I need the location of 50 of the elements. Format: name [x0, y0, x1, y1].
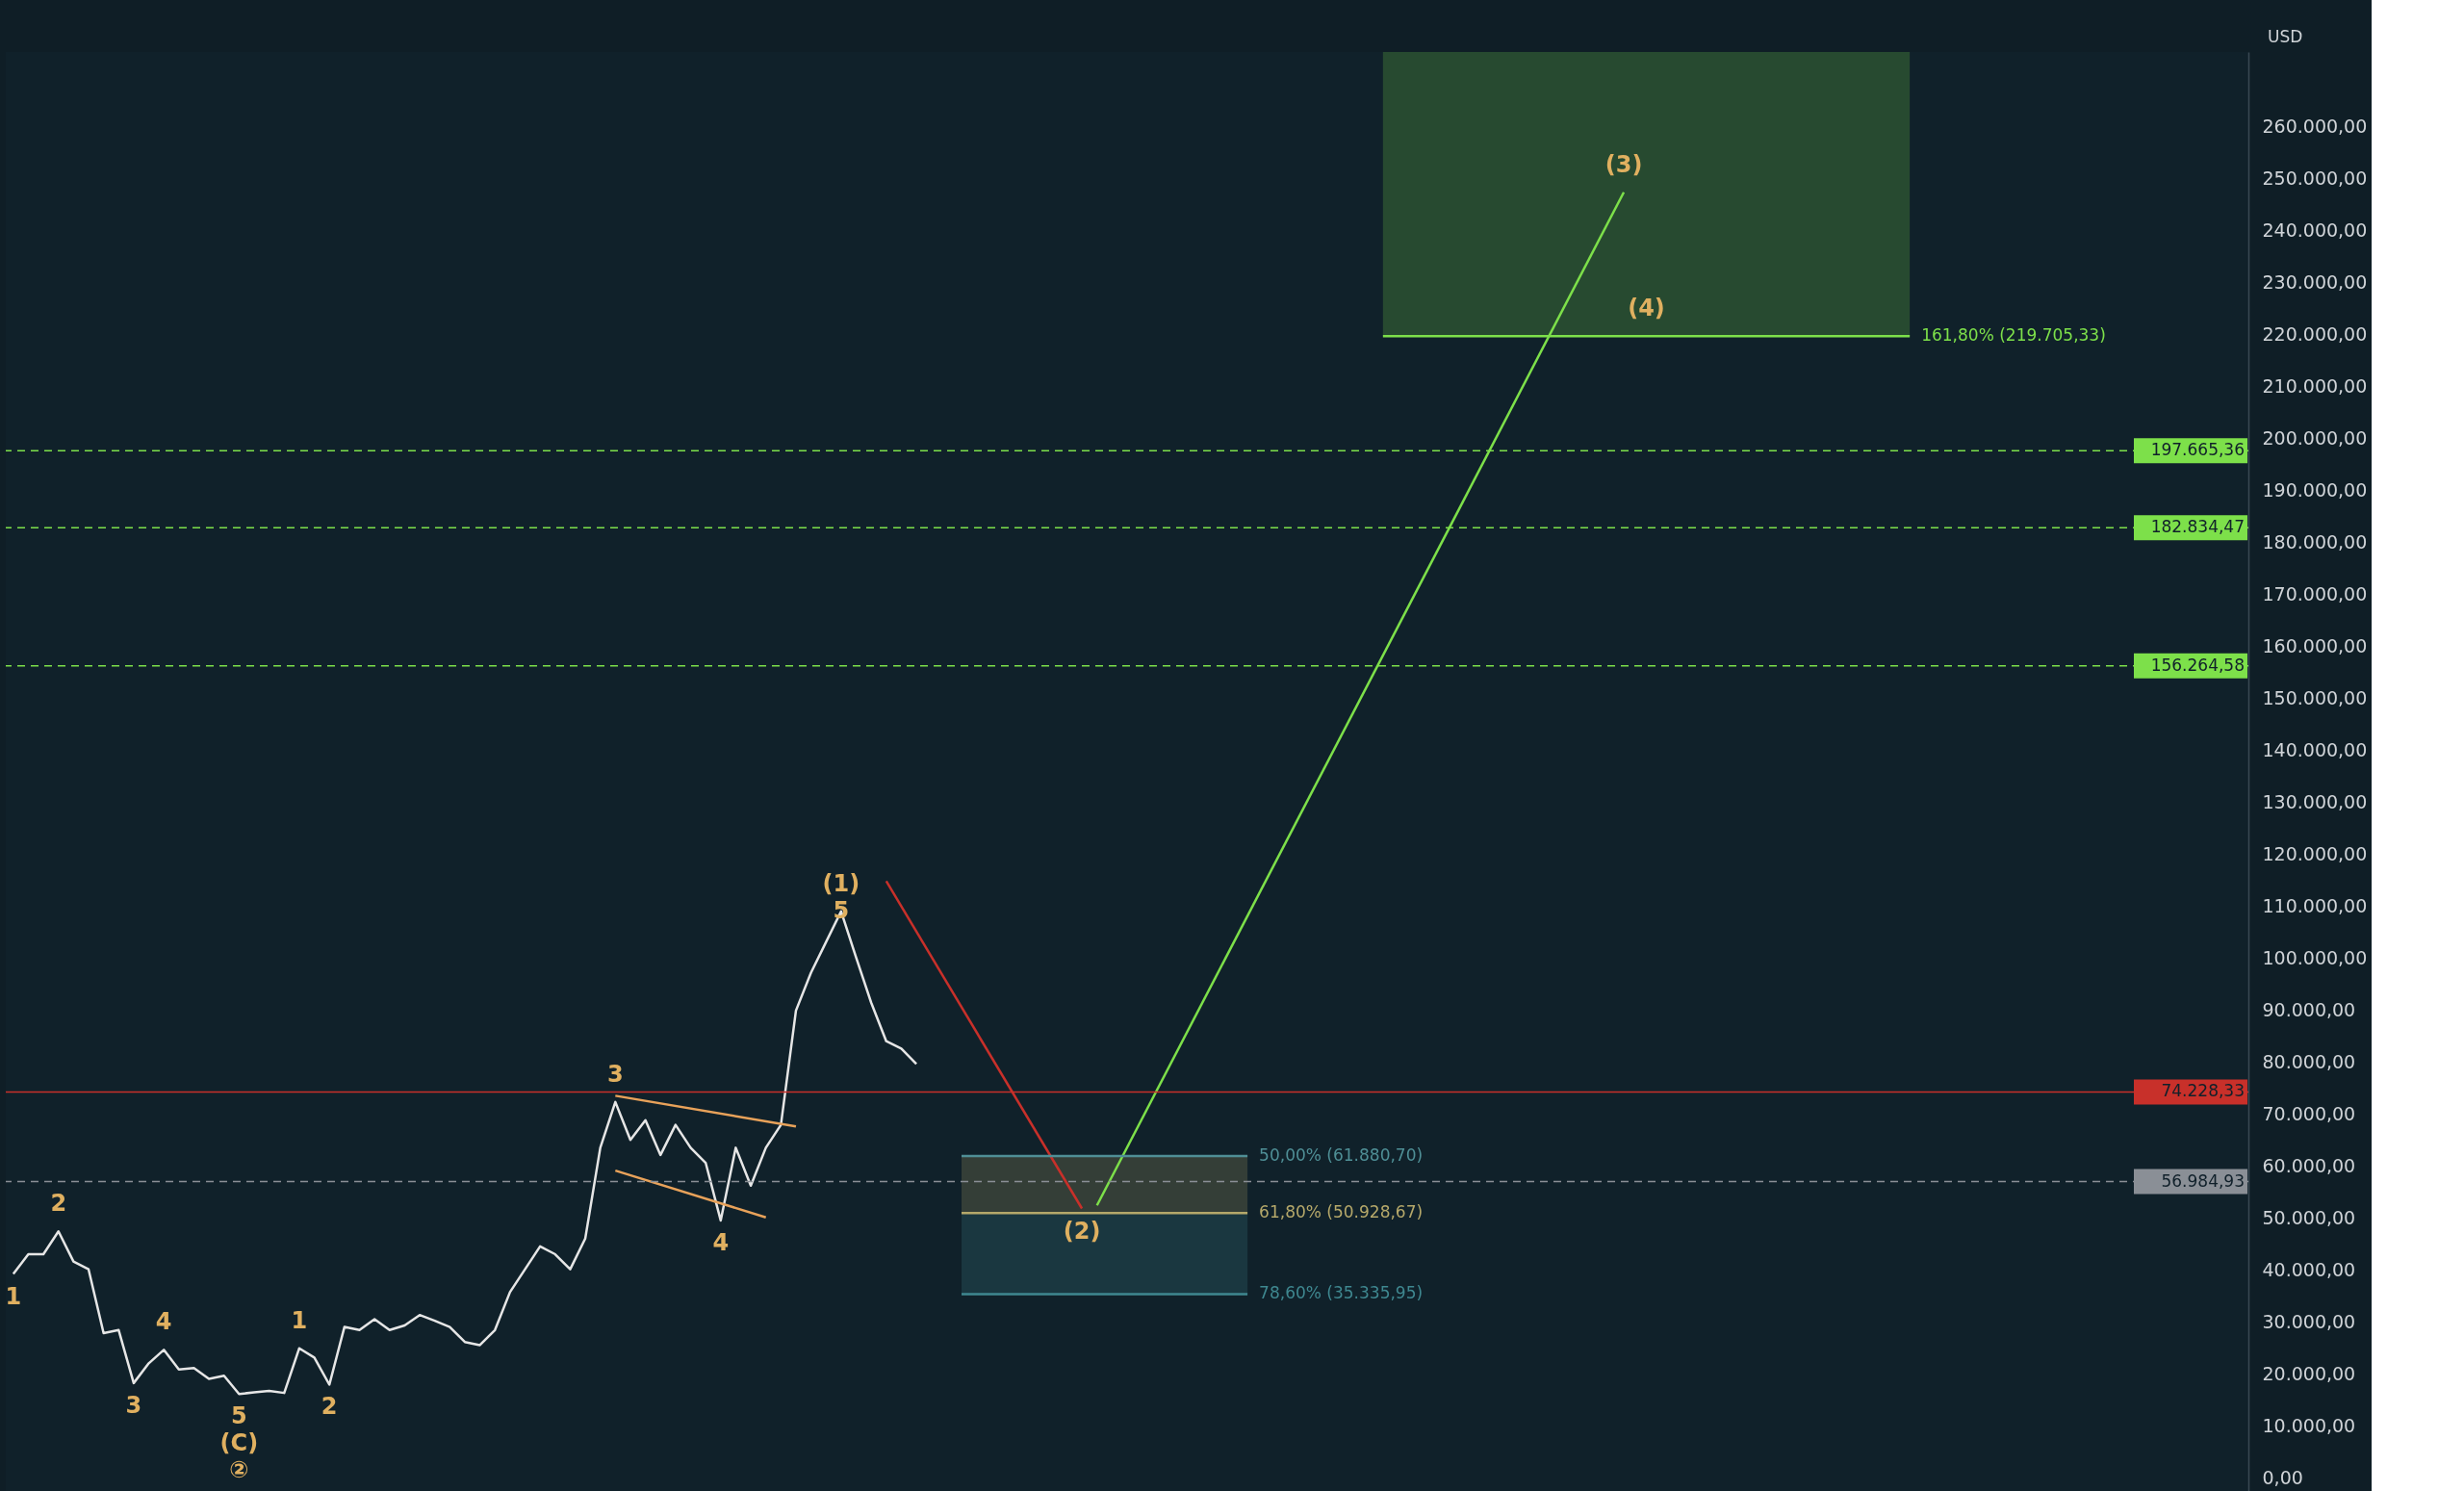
y-tick-label: 240.000,00 [2262, 219, 2368, 242]
y-tick-label: 150.000,00 [2262, 686, 2368, 708]
y-tick-label: 130.000,00 [2262, 790, 2368, 812]
y-tick-label: 80.000,00 [2262, 1050, 2356, 1072]
y-tick-label: 30.000,00 [2262, 1310, 2356, 1332]
ref-line-label: 197.665,36 [2150, 440, 2245, 460]
annotation: 4 [712, 1228, 730, 1256]
y-tick-label: 50.000,00 [2262, 1206, 2356, 1228]
annotation: 3 [125, 1391, 142, 1419]
y-tick-label: 140.000,00 [2262, 738, 2368, 760]
annotation: 2 [50, 1190, 67, 1218]
annotation: (4) [1628, 295, 1665, 322]
y-tick-label: 220.000,00 [2262, 323, 2368, 346]
y-tick-label: 200.000,00 [2262, 427, 2368, 450]
annotation: 3 [606, 1060, 624, 1088]
annotation: 2 [321, 1393, 338, 1421]
y-tick-label: 0,00 [2262, 1466, 2303, 1488]
y-tick-label: 60.000,00 [2262, 1154, 2356, 1176]
annotation: (1) 5 [822, 869, 860, 924]
series-label: 50,00% (61.880,70) [1259, 1145, 1424, 1166]
series-label: 161,80% (219.705,33) [1921, 325, 2106, 346]
y-tick-label: 210.000,00 [2262, 375, 2368, 398]
y-tick-label: 110.000,00 [2262, 894, 2368, 916]
y-tick-label: 260.000,00 [2262, 116, 2368, 138]
annotation: 5 (C) ② [219, 1402, 259, 1484]
y-tick-label: 20.000,00 [2262, 1362, 2356, 1384]
annotation: (2) [1063, 1217, 1101, 1245]
text: USD [2268, 27, 2303, 46]
series-label: 78,60% (35.335,95) [1259, 1283, 1424, 1303]
y-tick-label: 250.000,00 [2262, 167, 2368, 190]
y-tick-label: 100.000,00 [2262, 946, 2368, 968]
annotation: 1 [291, 1306, 308, 1334]
y-tick-label: 160.000,00 [2262, 634, 2368, 656]
y-tick-label: 40.000,00 [2262, 1258, 2356, 1280]
annotation: 4 [155, 1308, 172, 1336]
y-tick-label: 120.000,00 [2262, 842, 2368, 864]
annotation: 1 [5, 1282, 22, 1310]
y-tick-label: 70.000,00 [2262, 1102, 2356, 1124]
y-tick-label: 190.000,00 [2262, 479, 2368, 501]
y-tick-label: 170.000,00 [2262, 583, 2368, 605]
y-tick-label: 230.000,00 [2262, 271, 2368, 294]
ref-line-label: 74.228,33 [2161, 1081, 2245, 1101]
annotation: (3) [1604, 150, 1643, 178]
ref-line-label: 56.984,93 [2161, 1170, 2245, 1191]
y-tick-label: 10.000,00 [2262, 1414, 2356, 1436]
series-label: 61,80% (50.928,67) [1259, 1202, 1424, 1222]
y-tick-label: 90.000,00 [2262, 998, 2356, 1020]
y-tick-label: 180.000,00 [2262, 531, 2368, 553]
ref-line-label: 182.834,47 [2150, 517, 2245, 537]
ref-line-label: 156.264,58 [2150, 655, 2245, 675]
